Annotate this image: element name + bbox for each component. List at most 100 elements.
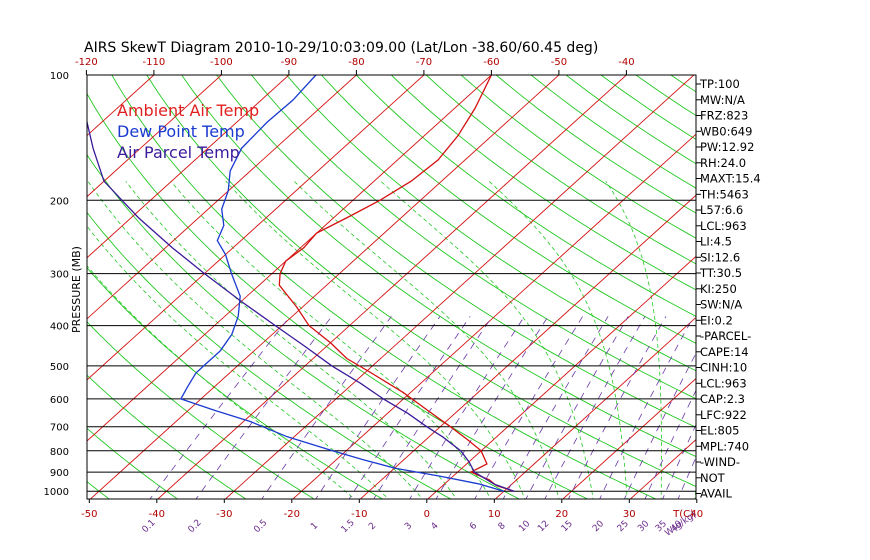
isotherm (629, 439, 696, 499)
mixing-ratio-line (435, 316, 549, 499)
mixing-ratio-label: 25 (616, 519, 631, 534)
stat-item: LCL:963 (700, 376, 747, 390)
mixing-ratio-line (474, 316, 584, 499)
dry-adiabat (355, 75, 696, 317)
moist-adiabat (380, 180, 594, 499)
stat-item: FRZ:823 (700, 109, 748, 123)
y-tick-label: 800 (50, 447, 69, 458)
stat-item: PW:12.92 (700, 140, 754, 154)
skewt-grid (0, 56, 870, 502)
mixing-ratio-line (599, 316, 694, 499)
stat-item: MW:N/A (700, 93, 745, 107)
isotherm (292, 133, 696, 499)
dry-adiabat (321, 75, 696, 344)
mixing-ratio-line (409, 316, 525, 499)
stat-item: LCL:963 (700, 219, 747, 233)
top-tick-label: -80 (348, 57, 364, 68)
dry-adiabat (425, 75, 696, 265)
stat-item: -WIND- (700, 455, 740, 469)
moist-adiabat (488, 180, 628, 499)
moist-adiabat (125, 180, 458, 499)
bottom-tick-label: 30 (623, 509, 636, 520)
moist-adiabat (605, 180, 662, 499)
bottom-tick-label: -40 (149, 509, 165, 520)
stat-item: TH:5463 (699, 187, 749, 201)
top-tick-label: -70 (416, 57, 432, 68)
isotherm (762, 56, 870, 502)
y-axis-label: PRESSURE (MB) (70, 246, 83, 333)
dry-adiabat (286, 75, 696, 372)
dry-adiabat (811, 75, 870, 502)
y-tick-label: 200 (50, 196, 69, 207)
mixing-ratio-label: 0.2 (186, 518, 203, 535)
mixing-ratio-line (544, 316, 646, 499)
stat-item: RH:24.0 (700, 156, 746, 170)
mixing-ratio-line (568, 316, 667, 499)
y-tick-label: 500 (50, 362, 69, 373)
moist-adiabat (293, 180, 560, 499)
bottom-tick-label: -50 (81, 509, 97, 520)
isotherm (87, 75, 358, 320)
dry-adiabat (846, 75, 870, 502)
bottom-tick-label: 10 (488, 509, 501, 520)
bottom-tick-label: -20 (284, 509, 300, 520)
top-tick-label: -50 (551, 57, 567, 68)
mixing-ratio-label: 0.5 (252, 518, 269, 535)
legend-entry: Ambient Air Temp (117, 101, 259, 120)
stat-item: EI:0.2 (700, 313, 733, 327)
mixing-ratio-label: 20 (591, 519, 606, 534)
dry-adiabat (251, 75, 696, 400)
stat-item: TP:100 (699, 77, 740, 91)
mixing-ratio-line (348, 316, 471, 499)
stat-item: TT:30.5 (699, 266, 742, 280)
bottom-tick-label: -30 (216, 509, 232, 520)
bottom-tick-label: -10 (351, 509, 367, 520)
mixing-ratio-label: 6 (468, 521, 479, 532)
mixing-ratio-label: 10 (517, 519, 532, 534)
y-tick-label: 100 (50, 71, 69, 82)
isotherm (87, 75, 425, 381)
dry-adiabat (181, 75, 696, 458)
mixing-ratio-label: 12 (536, 519, 551, 534)
y-tick-label: 1000 (44, 487, 69, 498)
dry-adiabat (390, 75, 696, 291)
chart-title: AIRS SkewT Diagram 2010-10-29/10:03:09.0… (84, 40, 598, 56)
stat-item: AVAIL (700, 487, 733, 501)
stat-item: CAP:2.3 (700, 392, 745, 406)
top-tick-label: -40 (618, 57, 634, 68)
isotherm (87, 75, 155, 137)
top-tick-label: -90 (281, 57, 297, 68)
mixing-ratio-line (315, 316, 441, 499)
dry-adiabat (87, 481, 110, 499)
stat-item: WB0:649 (700, 124, 752, 138)
stat-item: SW:N/A (700, 298, 742, 312)
mixing-ratio-line (261, 316, 392, 499)
stat-item: EL:805 (700, 424, 740, 438)
y-tick-label: 600 (50, 395, 69, 406)
isotherm (0, 56, 40, 502)
stat-item: MAXT:15.4 (700, 172, 761, 186)
legend-entry: Dew Point Temp (117, 122, 245, 141)
top-tick-label: -120 (75, 57, 98, 68)
dry-adiabat (460, 75, 696, 239)
stat-item: KI:250 (700, 282, 737, 296)
x-axis-unit-label: T(C) (672, 509, 694, 520)
isotherm (87, 75, 223, 198)
stat-item: LI:4.5 (700, 235, 732, 249)
top-tick-label: -100 (210, 57, 233, 68)
mixing-ratio-label: 15 (560, 519, 575, 534)
mixing-ratio-label: 30 (636, 519, 651, 534)
isotherm (224, 75, 695, 499)
mixing-ratio-label: 1 (309, 521, 320, 532)
skewt-series (87, 75, 515, 492)
dry-adiabat (776, 75, 870, 502)
bottom-tick-label: 0 (424, 509, 430, 520)
y-tick-label: 900 (50, 468, 69, 479)
moist-adiabat (87, 265, 355, 499)
dry-adiabat (635, 75, 696, 117)
stat-item: CINH:10 (700, 361, 747, 375)
